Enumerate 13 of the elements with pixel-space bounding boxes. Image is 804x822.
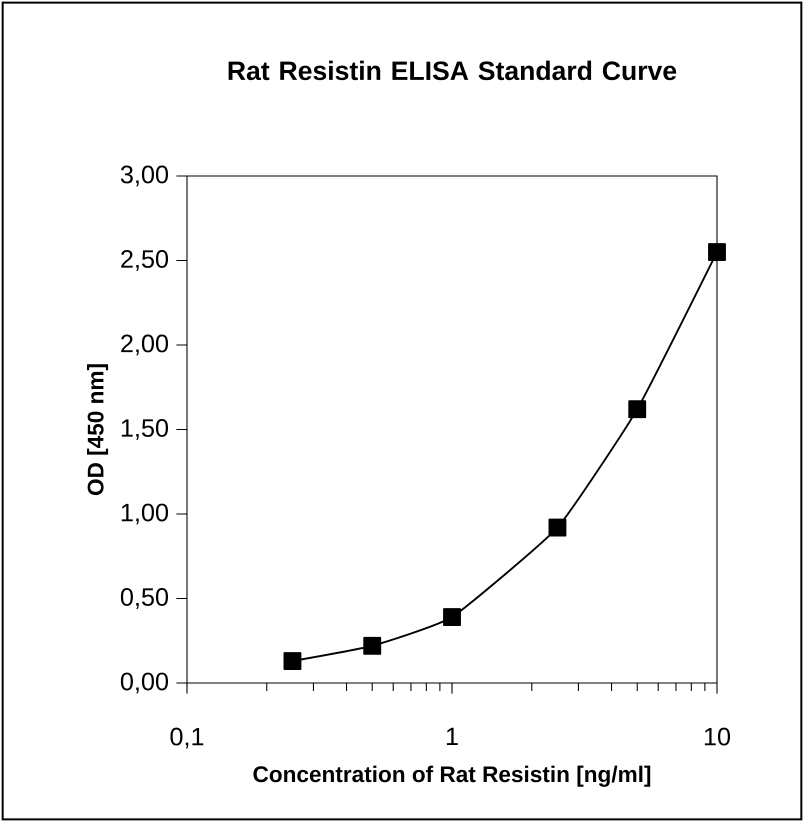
y-tick-label: 2,50 (121, 250, 168, 271)
x-tick-label: 0,1 (170, 728, 204, 749)
y-tick-label: 0,00 (120, 672, 168, 694)
y-axis-title: OD [450 nm] (87, 364, 108, 496)
y-tick-label: 3,00 (120, 166, 168, 186)
y-tick-label: 1,50 (122, 419, 168, 440)
y-tick-label: 1,00 (122, 504, 168, 524)
y-tick-label: 0,50 (120, 588, 168, 609)
y-tick-label: 2,00 (121, 334, 168, 356)
x-axis-title: Concentration of Rat Resistin [ng/ml] (253, 766, 650, 787)
chart-title: Rat Resistin ELISA Standard Curve (228, 60, 676, 80)
x-tick-label: 10 (704, 728, 730, 746)
x-tick-label: 1 (446, 728, 458, 746)
